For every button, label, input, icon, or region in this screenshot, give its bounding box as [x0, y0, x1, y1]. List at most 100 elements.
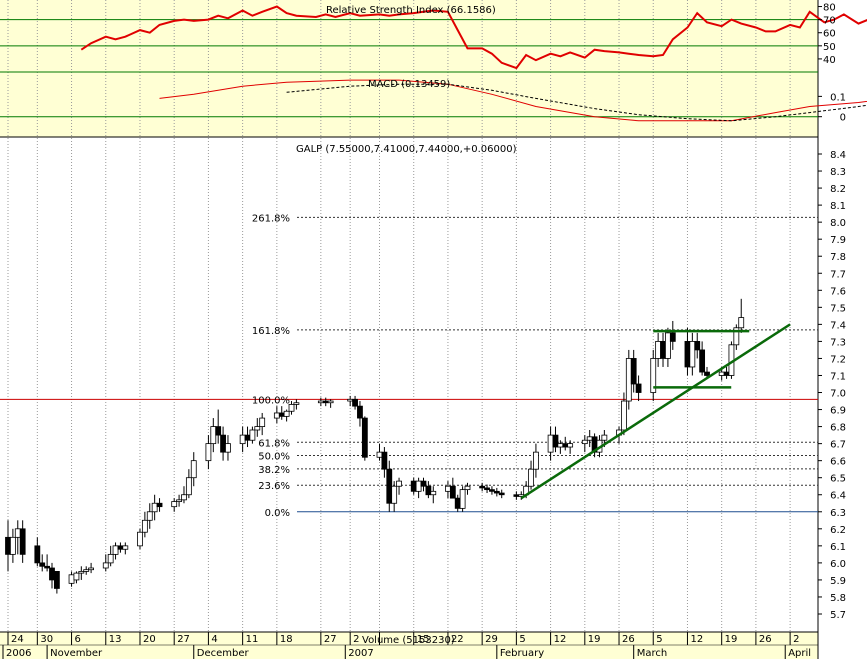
candle-body [5, 536, 11, 555]
macd-y-tick-label: 0.1 [830, 92, 846, 103]
price-y-tick-label: 8.2 [830, 184, 846, 195]
date-tick-label: 4 [211, 634, 217, 645]
candle-body [425, 485, 432, 496]
fib-level-label: 0.0% [265, 508, 290, 519]
candle-body [156, 502, 163, 508]
candle-body [357, 405, 363, 419]
candle-body [205, 443, 212, 462]
date-tick-label: 6 [75, 634, 81, 645]
vertical-grid [7, 0, 791, 632]
date-axis-bg [0, 632, 818, 659]
candle-body [376, 451, 383, 458]
candle-body [317, 400, 324, 404]
candle-body [386, 468, 393, 504]
date-tick-label: 27 [177, 634, 190, 645]
candle-body [288, 404, 295, 412]
price-y-tick-label: 5.8 [830, 593, 846, 604]
date-tick-label: 11 [246, 634, 259, 645]
price-y-tick-label: 6.4 [830, 491, 846, 502]
candle-body [347, 398, 354, 402]
candle-body [513, 494, 520, 497]
candle-body [88, 567, 94, 571]
macd-line [159, 79, 867, 122]
date-tick-label: 22 [451, 634, 464, 645]
candle-body [102, 562, 109, 569]
price-y-tick-label: 7.6 [830, 286, 846, 297]
price-y-tick-label: 7.4 [830, 320, 846, 331]
price-y-axis: 5.7 5.8 5.9 6.0 6.1 6.2 6.3 6.4 6.5 6.6 6.7 6.8 6.9 7… [818, 150, 846, 621]
candle-body [278, 412, 285, 417]
rsi-title: Relative Strength Index (66.1586) [326, 5, 496, 16]
candle-body [635, 383, 642, 393]
candle-body [361, 417, 368, 458]
candle-body [112, 545, 119, 555]
fib-level-label: 100.0% [252, 395, 290, 406]
month-label: 2006 [6, 648, 31, 659]
candle-body [723, 371, 730, 376]
price-y-tick-label: 5.9 [830, 576, 846, 587]
date-tick-label: 19 [725, 634, 738, 645]
date-tick-label: 27 [324, 634, 337, 645]
candle-body [49, 567, 55, 581]
candles [5, 298, 745, 594]
candle-body [586, 436, 593, 441]
month-label: April [788, 648, 811, 659]
candle-body [621, 400, 627, 431]
price-y-tick-label: 7.9 [830, 235, 846, 246]
price-y-tick-label: 6.5 [830, 474, 846, 485]
candle-body [665, 332, 671, 359]
macd-signal-line [286, 83, 867, 122]
candle-body [684, 341, 691, 368]
candle-body [53, 571, 60, 589]
candle-body [415, 480, 422, 492]
price-panel-bg [0, 137, 818, 632]
macd-panel-bg [0, 72, 818, 137]
rsi-panel-bg [0, 0, 818, 72]
candle-body [185, 477, 192, 496]
price-y-tick-label: 7.0 [830, 389, 846, 400]
date-tick-label: 12 [554, 634, 567, 645]
candle-body [254, 426, 261, 431]
candle-body [117, 545, 124, 550]
candle-body [391, 485, 398, 504]
candle-body [44, 565, 51, 569]
price-y-tick-label: 6.0 [830, 559, 846, 570]
date-tick-label: 20 [143, 634, 156, 645]
candle-body [34, 545, 41, 564]
date-tick-label: 26 [759, 634, 772, 645]
candle-body [449, 485, 456, 499]
candle-body [14, 528, 21, 538]
candle-body [141, 519, 148, 533]
candle-body [137, 531, 143, 547]
candle-body [493, 490, 500, 494]
candle-body [430, 490, 437, 496]
candle-body [122, 545, 129, 550]
candle-body [171, 501, 178, 508]
month-label: 2007 [348, 648, 373, 659]
price-y-tick-label: 8.0 [830, 218, 846, 229]
month-label: March [637, 648, 667, 659]
price-title: GALP (7.55000,7.41000,7.44000,+0.06000) [296, 144, 517, 155]
candle-body [581, 439, 588, 445]
date-tick-label: 19 [588, 634, 601, 645]
candle-body [489, 489, 495, 492]
candle-body [176, 499, 182, 502]
date-tick-label: 29 [485, 634, 498, 645]
candle-body [459, 489, 466, 509]
price-y-tick-label: 6.8 [830, 423, 846, 434]
fib-level-label: 161.8% [252, 326, 290, 337]
rsi-y-tick-label: 60 [823, 29, 836, 40]
candle-body [655, 341, 662, 359]
price-y-tick-label: 6.9 [830, 406, 846, 417]
support-trendline [520, 323, 791, 500]
candle-body [225, 443, 231, 453]
price-y-tick-label: 7.7 [830, 269, 846, 280]
candle-body [498, 492, 505, 496]
candle-body [650, 358, 657, 393]
candle-body [381, 451, 388, 470]
candle-body [464, 485, 471, 491]
price-y-tick-label: 6.1 [830, 542, 846, 553]
date-tick-label: 18 [280, 634, 293, 645]
fib-level-label: 23.6% [258, 481, 290, 492]
candle-body [689, 341, 696, 368]
